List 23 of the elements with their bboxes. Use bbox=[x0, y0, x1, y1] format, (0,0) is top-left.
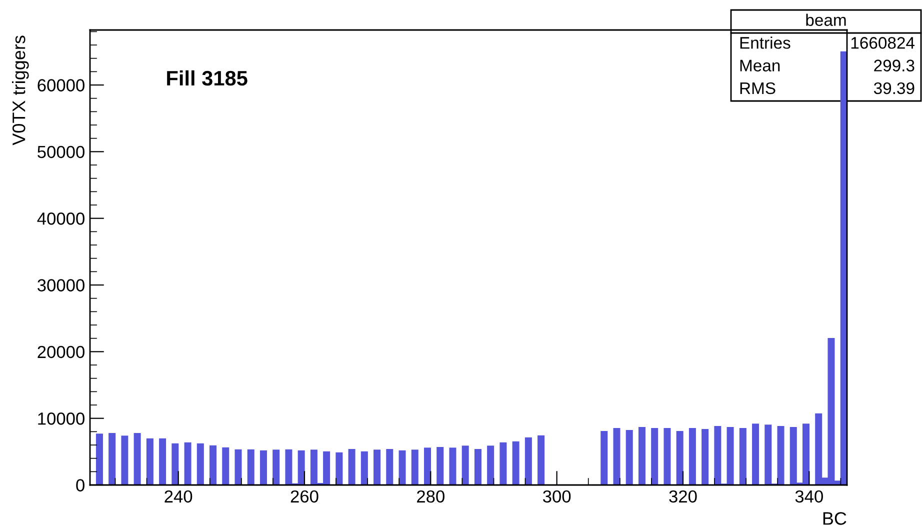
x-tick-label: 320 bbox=[669, 490, 697, 503]
text: beam bbox=[806, 14, 846, 26]
y-tick-label: 20000 bbox=[38, 346, 84, 358]
x-tick-label: 300 bbox=[542, 490, 571, 503]
text: 39.39 bbox=[874, 82, 914, 94]
y-tick-label: 30000 bbox=[38, 279, 84, 292]
x-axis-title: BC bbox=[823, 512, 846, 525]
x-tick-label: 340 bbox=[795, 490, 823, 503]
y-tick-label: 50000 bbox=[38, 146, 84, 158]
text: 1660824 bbox=[851, 37, 915, 49]
x-tick-label: 240 bbox=[164, 490, 192, 503]
y-tick-label: 0 bbox=[76, 479, 84, 492]
x-tick-label: 260 bbox=[290, 490, 318, 503]
annotation: RMS bbox=[740, 82, 776, 94]
text: 299.3 bbox=[874, 60, 914, 72]
y-tick-label: 10000 bbox=[38, 412, 84, 425]
x-tick-label: 280 bbox=[417, 490, 444, 503]
y-axis-title: V0TX triggers bbox=[12, 36, 29, 146]
annotation: Entries bbox=[740, 36, 790, 49]
annotation: Mean bbox=[740, 60, 780, 72]
annotation: Fill 3185 bbox=[167, 70, 248, 86]
y-tick-label: 40000 bbox=[37, 212, 84, 225]
y-tick-label: 60000 bbox=[38, 79, 84, 92]
